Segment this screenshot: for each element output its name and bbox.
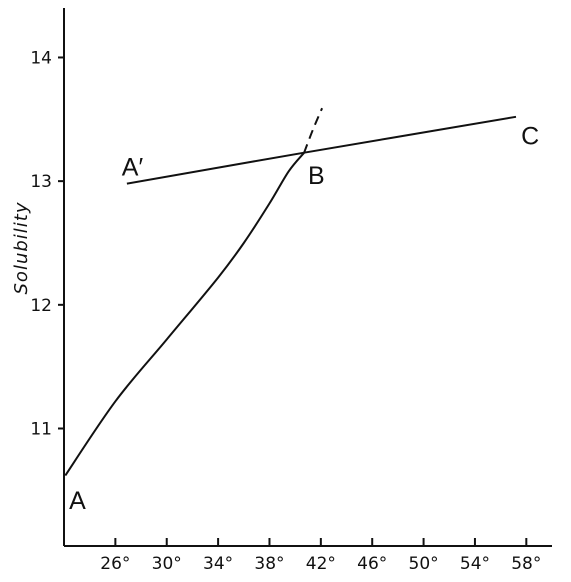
series-lines xyxy=(64,107,517,477)
point-label: A′ xyxy=(122,153,144,181)
point-label: A xyxy=(69,487,86,515)
x-tick-label: 54° xyxy=(460,554,490,574)
y-axis-label: Solubility xyxy=(11,202,32,295)
y-tick-label: 11 xyxy=(30,420,52,440)
series-line-2 xyxy=(126,115,517,185)
point-labels: A A′ B C xyxy=(69,122,539,515)
x-tick-label: 26° xyxy=(100,554,130,574)
y-tick-label: 12 xyxy=(30,296,52,316)
series-line-0 xyxy=(64,152,305,477)
x-tick-label: 42° xyxy=(306,554,336,574)
y-tick-label: 13 xyxy=(30,172,52,192)
x-tick-label: 38° xyxy=(254,554,284,574)
axes xyxy=(63,8,552,547)
x-tick-label: 30° xyxy=(152,554,182,574)
point-label: C xyxy=(521,122,539,150)
point-label: B xyxy=(308,162,325,190)
x-tick-label: 58° xyxy=(511,554,541,574)
x-tick-label: 34° xyxy=(203,554,233,574)
x-tick-label: 46° xyxy=(357,554,387,574)
x-tick-label: 50° xyxy=(409,554,439,574)
series-line-1 xyxy=(303,107,324,154)
y-tick-label: 14 xyxy=(30,48,52,68)
y-ticks: 11 12 13 14 xyxy=(30,48,64,440)
x-ticks: 26° 30° 34° 38° 42° 46° 50° 54° 58° xyxy=(100,538,541,574)
